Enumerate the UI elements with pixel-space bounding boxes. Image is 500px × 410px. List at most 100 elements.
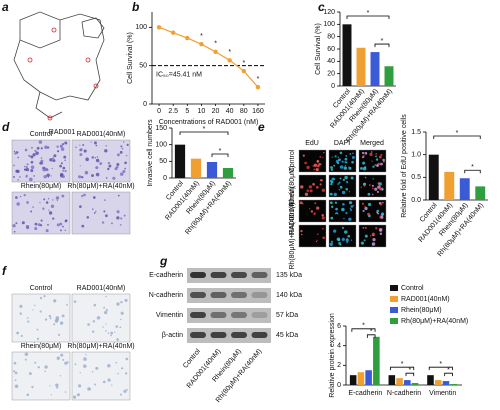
legend-label: Rh(80μM)+RA(40nM) xyxy=(401,318,468,325)
cell xyxy=(60,147,65,151)
cell xyxy=(104,149,108,153)
cell xyxy=(348,191,351,193)
cell xyxy=(339,177,342,180)
cell xyxy=(110,334,112,337)
bar xyxy=(442,381,450,385)
annotation: * xyxy=(257,76,260,83)
cell xyxy=(62,143,65,146)
cell xyxy=(341,226,345,230)
bracket xyxy=(444,372,453,377)
cell xyxy=(83,149,87,153)
cell xyxy=(103,210,106,213)
cell xyxy=(65,219,68,222)
cell xyxy=(313,168,316,171)
cell xyxy=(331,177,335,181)
cell xyxy=(348,201,353,205)
cell xyxy=(50,175,52,177)
cell xyxy=(310,210,314,213)
cell xyxy=(380,215,384,219)
bar xyxy=(459,178,470,200)
cell xyxy=(335,159,339,164)
cell xyxy=(123,389,127,393)
cell xyxy=(54,319,59,323)
bar xyxy=(388,375,396,385)
cell xyxy=(77,384,82,388)
cell xyxy=(376,164,379,167)
cell xyxy=(92,196,96,199)
cell xyxy=(372,234,374,236)
y-tick-label: 0.5 xyxy=(411,174,421,181)
cell xyxy=(23,168,26,171)
cell xyxy=(123,214,126,217)
x-tick-label: 2.5 xyxy=(168,108,178,115)
cell xyxy=(85,354,87,356)
cell xyxy=(329,179,333,183)
band xyxy=(251,292,268,298)
cell xyxy=(107,161,111,165)
cell xyxy=(339,165,344,169)
cell xyxy=(348,217,352,221)
cell xyxy=(363,239,366,242)
bar xyxy=(428,154,439,200)
cell xyxy=(36,328,39,331)
cell xyxy=(53,154,57,158)
micrograph xyxy=(358,199,387,223)
cell xyxy=(24,358,27,361)
cell xyxy=(19,304,23,308)
cell xyxy=(369,152,373,156)
cell xyxy=(376,190,380,194)
cell xyxy=(87,323,90,326)
cell xyxy=(361,151,365,155)
cell xyxy=(81,194,84,198)
x-tick-label: Vimentin xyxy=(429,390,456,397)
cell xyxy=(352,205,355,207)
cell xyxy=(361,202,365,205)
cell xyxy=(26,225,30,230)
y-tick-label: 20 xyxy=(327,71,335,78)
annotation: * xyxy=(200,33,203,40)
cell xyxy=(105,308,109,312)
cell xyxy=(30,160,34,164)
micrograph xyxy=(298,174,327,198)
cell xyxy=(34,149,37,153)
cell xyxy=(33,175,35,177)
cell xyxy=(116,162,120,166)
y-tick-label: 0 xyxy=(143,101,147,108)
cell xyxy=(124,167,126,170)
cell xyxy=(28,372,32,376)
x-tick-label: 0 xyxy=(157,108,161,115)
y-axis-label: Cell Survival (%) xyxy=(127,32,134,84)
y-axis-label: Cell Survival (%) xyxy=(315,23,322,75)
cell xyxy=(62,225,64,228)
band xyxy=(210,332,227,338)
cell xyxy=(370,151,373,153)
cell xyxy=(319,183,322,186)
cell xyxy=(96,173,100,177)
cell xyxy=(83,364,87,368)
cell xyxy=(126,388,128,391)
cell xyxy=(78,175,82,179)
cell xyxy=(44,370,46,373)
cell xyxy=(105,323,107,325)
cell xyxy=(79,148,82,152)
bar xyxy=(222,168,234,178)
cell xyxy=(93,212,96,214)
micrograph xyxy=(11,351,71,401)
cell xyxy=(335,207,338,211)
cell xyxy=(40,219,43,222)
cell xyxy=(45,229,49,233)
cell xyxy=(334,155,337,158)
cell xyxy=(378,227,383,232)
annotation: * xyxy=(203,126,206,133)
cell xyxy=(299,201,303,205)
annotation: * xyxy=(370,329,373,336)
cell xyxy=(351,156,355,160)
cell xyxy=(48,314,52,318)
column-label: Merged xyxy=(360,140,384,147)
y-tick-label: 0 xyxy=(331,83,335,90)
cell xyxy=(380,153,383,156)
cell xyxy=(32,206,34,208)
size-label: 45 kDa xyxy=(276,332,298,339)
cell xyxy=(13,361,17,365)
